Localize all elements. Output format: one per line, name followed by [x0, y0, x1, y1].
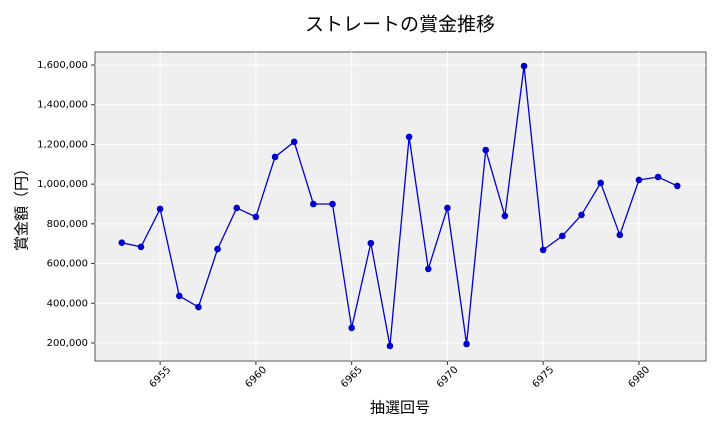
data-point [520, 62, 528, 70]
data-point [137, 243, 145, 251]
data-point [252, 213, 260, 221]
data-point [367, 239, 375, 247]
y-tick-label: 1,200,000 [37, 139, 88, 150]
x-tick-label: 6955 [148, 364, 174, 390]
data-point [233, 204, 241, 212]
data-point [501, 212, 509, 220]
data-point [654, 173, 662, 181]
y-tick-label: 1,600,000 [37, 60, 88, 71]
y-tick-label: 400,000 [47, 298, 88, 309]
data-point [214, 245, 221, 253]
data-point [424, 265, 432, 273]
y-axis-label: 賞金額（円） [13, 161, 31, 251]
x-axis-label: 抽選回号 [370, 399, 430, 417]
data-point [673, 182, 681, 190]
data-point [482, 146, 490, 154]
x-tick-label: 6970 [435, 364, 461, 390]
x-tick-label: 6965 [339, 364, 365, 390]
data-point [559, 232, 566, 240]
y-tick-label: 600,000 [47, 259, 88, 270]
x-tick-label: 6980 [626, 364, 652, 390]
data-point [118, 239, 126, 247]
x-tick-label: 6960 [243, 364, 269, 390]
y-tick-label: 1,000,000 [37, 179, 88, 190]
data-point [635, 176, 643, 184]
data-point [616, 231, 624, 239]
data-point [195, 303, 202, 311]
y-tick-label: 200,000 [47, 338, 88, 349]
y-tick-label: 1,400,000 [37, 100, 88, 111]
y-tick-label: 800,000 [47, 219, 88, 230]
chart-title: ストレートの賞金推移 [305, 14, 495, 36]
data-point [386, 342, 394, 350]
data-point [290, 138, 298, 146]
plot-area [94, 51, 707, 362]
data-point [597, 179, 604, 187]
data-point [329, 200, 336, 208]
data-point [444, 204, 451, 212]
data-point [175, 292, 183, 300]
data-point [348, 324, 355, 332]
x-tick-label: 6975 [531, 364, 557, 390]
data-point [539, 246, 547, 254]
data-point [463, 340, 470, 348]
data-point [156, 205, 164, 213]
series-line [121, 65, 678, 347]
data-point [405, 133, 413, 141]
data-point [310, 200, 317, 208]
data-point [271, 153, 279, 161]
data-point [578, 211, 585, 219]
